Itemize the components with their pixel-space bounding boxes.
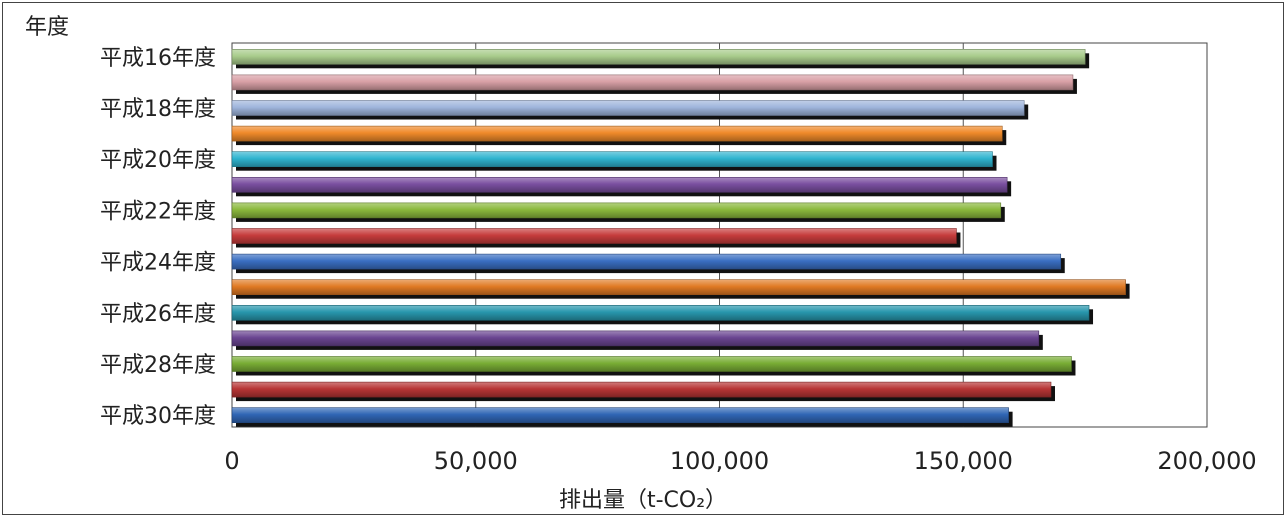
category-label: 平成18年度 bbox=[100, 97, 216, 122]
category-label: 平成26年度 bbox=[100, 302, 216, 327]
bar bbox=[231, 407, 1009, 424]
category-label: 平成22年度 bbox=[100, 199, 216, 224]
bar bbox=[231, 330, 1040, 347]
bar bbox=[231, 177, 1008, 193]
bar bbox=[231, 125, 1003, 142]
bar bbox=[231, 100, 1025, 116]
x-tick-label: 200,000 bbox=[1157, 447, 1256, 475]
category-label: 平成16年度 bbox=[100, 46, 216, 71]
x-tick-label: 100,000 bbox=[670, 447, 769, 475]
x-tick-label: 150,000 bbox=[914, 447, 1013, 475]
category-label: 平成30年度 bbox=[100, 404, 216, 429]
bar bbox=[231, 356, 1072, 372]
x-tick-label: 50,000 bbox=[434, 447, 518, 475]
category-label: 平成20年度 bbox=[100, 148, 216, 173]
category-label: 平成24年度 bbox=[100, 251, 216, 276]
bar bbox=[231, 48, 1086, 65]
category-label: 平成28年度 bbox=[100, 353, 216, 378]
bar bbox=[231, 253, 1062, 270]
bar bbox=[231, 228, 957, 244]
bar bbox=[231, 381, 1052, 398]
bar bbox=[231, 151, 993, 167]
bar bbox=[231, 202, 1002, 219]
bars bbox=[231, 48, 1130, 427]
emissions-bar-chart: 平成16年度平成18年度平成20年度平成22年度平成24年度平成26年度平成28… bbox=[25, 15, 1257, 513]
x-axis-title: 排出量（t-CO₂） bbox=[559, 488, 727, 513]
x-tick-label: 0 bbox=[224, 447, 239, 475]
bar bbox=[231, 304, 1090, 321]
bar bbox=[231, 74, 1074, 91]
x-tick-labels: 0 50,000 100,000 150,000 200,000 bbox=[224, 447, 1256, 475]
bar bbox=[231, 279, 1126, 296]
y-axis-title: 年度 bbox=[25, 15, 69, 40]
category-labels: 平成16年度平成18年度平成20年度平成22年度平成24年度平成26年度平成28… bbox=[100, 46, 216, 429]
